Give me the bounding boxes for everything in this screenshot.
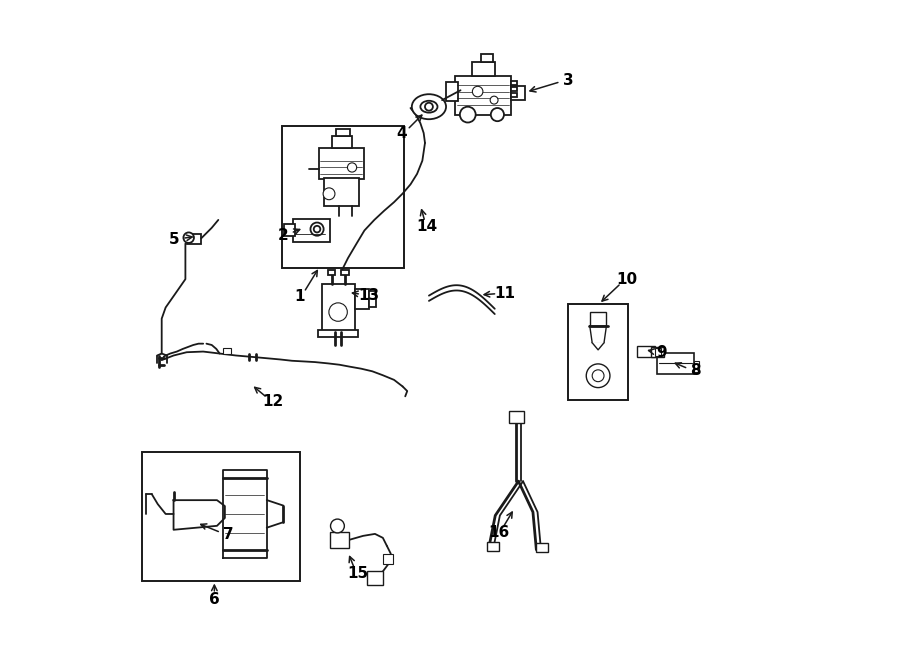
- Circle shape: [184, 233, 194, 243]
- Bar: [655, 348, 661, 356]
- Circle shape: [472, 87, 483, 97]
- Bar: [328, 270, 336, 275]
- Text: 3: 3: [562, 73, 573, 88]
- Bar: [446, 82, 458, 101]
- Circle shape: [491, 108, 504, 121]
- Bar: [510, 86, 525, 100]
- Bar: [509, 411, 524, 423]
- Bar: [510, 87, 518, 91]
- Circle shape: [314, 226, 320, 233]
- Circle shape: [310, 223, 324, 236]
- Polygon shape: [592, 343, 604, 350]
- Text: 2: 2: [278, 227, 289, 243]
- Bar: [651, 347, 664, 357]
- Circle shape: [328, 303, 347, 321]
- Text: 15: 15: [346, 566, 368, 581]
- Text: 14: 14: [417, 219, 437, 235]
- Bar: [657, 353, 694, 374]
- Text: 9: 9: [656, 345, 667, 360]
- Bar: [367, 571, 382, 585]
- Bar: [320, 147, 364, 179]
- Circle shape: [586, 364, 610, 387]
- Text: 12: 12: [263, 393, 284, 408]
- Bar: [336, 130, 350, 136]
- Bar: [569, 304, 627, 400]
- Bar: [637, 346, 655, 357]
- Polygon shape: [222, 470, 266, 558]
- Text: 6: 6: [209, 592, 220, 607]
- Bar: [319, 330, 358, 337]
- Text: 10: 10: [616, 272, 637, 287]
- Bar: [341, 270, 348, 275]
- Bar: [369, 291, 375, 307]
- Circle shape: [425, 102, 433, 110]
- Bar: [590, 312, 607, 326]
- Ellipse shape: [412, 95, 446, 119]
- Bar: [283, 126, 404, 268]
- Text: 16: 16: [488, 525, 509, 540]
- Bar: [223, 348, 230, 354]
- Text: 7: 7: [223, 527, 234, 542]
- Circle shape: [460, 106, 476, 122]
- Bar: [293, 219, 330, 243]
- Bar: [355, 289, 369, 309]
- Bar: [284, 224, 294, 236]
- Text: 4: 4: [396, 126, 407, 141]
- Bar: [329, 532, 349, 548]
- Bar: [332, 136, 352, 147]
- Bar: [694, 366, 698, 372]
- Circle shape: [491, 96, 498, 104]
- Bar: [142, 452, 300, 580]
- Bar: [382, 554, 392, 564]
- Bar: [694, 362, 698, 368]
- Bar: [487, 541, 499, 551]
- Circle shape: [347, 163, 356, 172]
- Circle shape: [323, 188, 335, 200]
- Circle shape: [330, 519, 345, 533]
- Bar: [321, 284, 355, 332]
- Bar: [324, 178, 358, 206]
- Bar: [481, 54, 493, 62]
- Text: 1: 1: [294, 290, 305, 304]
- Bar: [186, 234, 202, 244]
- Bar: [510, 93, 518, 97]
- Text: 13: 13: [358, 288, 380, 303]
- Bar: [510, 81, 518, 85]
- Ellipse shape: [420, 100, 437, 112]
- Text: 11: 11: [495, 286, 516, 301]
- Circle shape: [592, 369, 604, 381]
- Text: 8: 8: [690, 364, 701, 378]
- Text: 5: 5: [169, 231, 180, 247]
- Polygon shape: [590, 326, 607, 343]
- Bar: [454, 77, 510, 114]
- Polygon shape: [174, 500, 225, 529]
- Bar: [536, 543, 547, 553]
- Bar: [472, 62, 495, 77]
